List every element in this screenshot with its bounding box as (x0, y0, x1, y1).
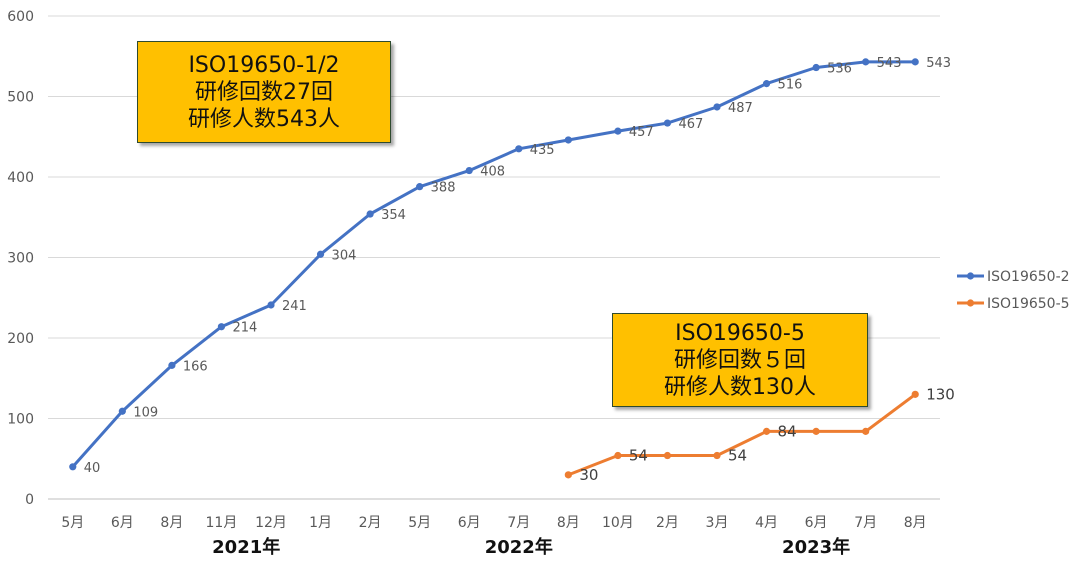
data-point (663, 451, 672, 460)
callout-2-line-3: 研修人数130人 (664, 374, 816, 400)
x-tick-label: 4月 (755, 515, 778, 531)
x-axis: 5月 6月 8月 11月 12月 1月 2月 5月 6月 7月 8月 10月 2月 3月 4月 6月 7月 8月 (61, 515, 926, 531)
year-label: 2021年 (212, 536, 280, 558)
data-point (118, 407, 126, 415)
data-label: 388 (431, 181, 456, 196)
x-tick-label: 12月 (255, 515, 287, 531)
legend-swatch-marker (966, 299, 975, 307)
data-label: 467 (678, 117, 703, 132)
data-point (862, 427, 870, 435)
legend-item-iso19650-5[interactable]: ISO19650-5 (957, 296, 1070, 312)
x-tick-label: 8月 (160, 515, 183, 531)
data-point (465, 166, 473, 175)
x-tick-label: 7月 (507, 515, 530, 531)
year-labels: 2021年 2022年 2023年 (212, 536, 850, 558)
callout-iso19650-5: ISO19650-5 研修回数５回 研修人数130人 (612, 313, 868, 407)
x-tick-label: 11月 (206, 515, 238, 531)
callout-2-line-2: 研修回数５回 (673, 347, 806, 373)
data-point (812, 427, 820, 435)
year-label: 2022年 (485, 536, 553, 558)
data-label: 408 (480, 165, 505, 180)
data-label: 241 (282, 299, 307, 314)
series-line (71, 60, 917, 469)
x-tick-label: 5月 (408, 515, 431, 531)
callout-1-line-3: 研修人数543人 (188, 106, 340, 132)
y-tick-label: 500 (7, 90, 34, 106)
data-point (267, 301, 275, 309)
data-label: 487 (728, 101, 753, 116)
callout-1-line-2: 研修回数27回 (195, 79, 333, 105)
y-tick-label: 100 (7, 412, 34, 428)
x-tick-label: 10月 (602, 515, 634, 531)
series-iso19650-2: 40 109 166 214 241 304 354 388 408 435 457 467 487 51… (69, 56, 951, 476)
x-tick-label: 3月 (706, 515, 729, 531)
data-label: 516 (778, 78, 803, 93)
legend[interactable]: ISO19650-2 ISO19650-5 (957, 269, 1070, 312)
legend-item-iso19650-2[interactable]: ISO19650-2 (957, 269, 1070, 285)
y-tick-label: 600 (7, 9, 34, 25)
x-tick-label: 2月 (359, 515, 382, 531)
data-label: 543 (926, 56, 951, 71)
y-tick-label: 400 (7, 170, 34, 186)
data-point (217, 323, 226, 331)
data-point (614, 451, 622, 460)
year-label: 2023年 (782, 536, 850, 558)
series-group: 40 109 166 214 241 304 354 388 408 435 457 467 487 51… (69, 56, 955, 484)
data-point (564, 471, 572, 479)
data-label: 166 (183, 359, 208, 374)
data-point (762, 427, 771, 435)
x-tick-label: 2月 (656, 515, 679, 531)
data-point (416, 183, 424, 191)
y-tick-label: 300 (7, 251, 34, 267)
data-label: 435 (530, 143, 555, 158)
data-label: 84 (778, 422, 797, 440)
data-point (713, 103, 721, 111)
series-iso19650-5: 30 54 54 84 130 (564, 385, 955, 484)
data-label: 130 (926, 385, 955, 403)
data-label: 109 (133, 405, 158, 420)
data-label: 214 (232, 321, 257, 336)
x-tick-label: 6月 (805, 515, 828, 531)
data-label: 543 (877, 56, 902, 71)
x-tick-label: 1月 (309, 515, 332, 531)
data-point (69, 463, 77, 471)
data-label: 54 (728, 447, 747, 465)
data-point (911, 390, 919, 398)
data-label: 40 (84, 461, 101, 476)
x-tick-label: 6月 (111, 515, 134, 531)
data-point (614, 127, 622, 135)
data-label: 536 (827, 62, 852, 77)
data-point (911, 58, 919, 66)
y-tick-label: 200 (7, 331, 34, 347)
data-point (713, 451, 721, 460)
x-tick-label: 8月 (904, 515, 927, 531)
data-point (515, 145, 523, 153)
callout-iso19650-1-2: ISO19650-1/2 研修回数27回 研修人数543人 (137, 41, 391, 143)
data-label: 54 (629, 447, 648, 465)
legend-swatch-marker (966, 272, 975, 280)
legend-label: ISO19650-2 (987, 269, 1070, 285)
data-point (812, 63, 820, 72)
x-tick-label: 7月 (854, 515, 877, 531)
y-axis: 0 100 200 300 400 500 600 (7, 9, 34, 508)
x-tick-label: 5月 (61, 515, 84, 531)
data-point (168, 361, 176, 369)
data-point (564, 136, 572, 144)
x-tick-label: 8月 (557, 515, 580, 531)
data-point (316, 250, 325, 258)
data-point (762, 80, 771, 88)
x-tick-label: 6月 (458, 515, 481, 531)
data-label: 30 (579, 466, 598, 484)
data-point (862, 58, 870, 66)
callout-2-line-1: ISO19650-5 (675, 320, 805, 346)
data-label: 457 (629, 125, 654, 140)
series-line (566, 392, 917, 477)
data-label: 354 (381, 208, 406, 223)
data-point (366, 210, 374, 218)
callout-1-line-1: ISO19650-1/2 (188, 52, 340, 78)
legend-label: ISO19650-5 (987, 296, 1070, 312)
data-point (663, 119, 672, 127)
y-tick-label: 0 (25, 492, 34, 508)
data-label: 304 (332, 248, 357, 263)
